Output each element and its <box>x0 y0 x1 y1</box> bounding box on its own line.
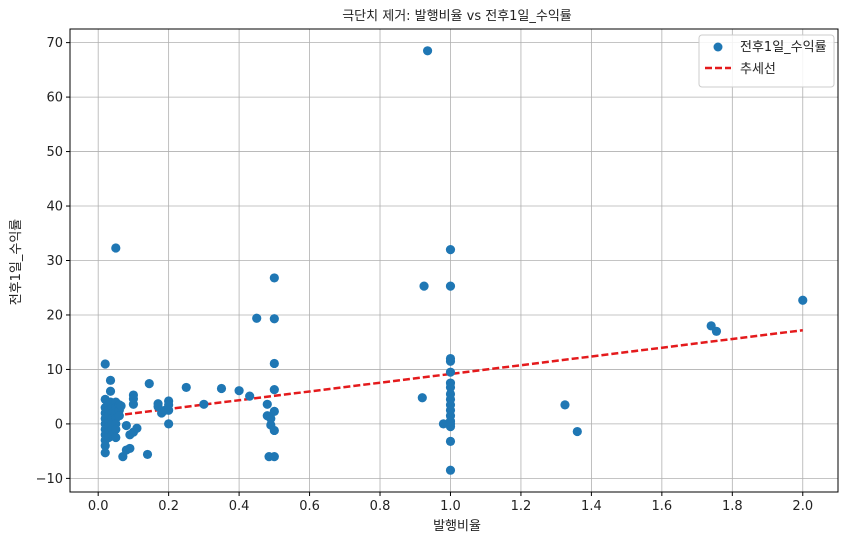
data-point <box>445 422 456 432</box>
x-tick-label: 0.4 <box>229 499 250 514</box>
x-tick-label: 1.6 <box>652 499 673 514</box>
data-point <box>572 426 582 437</box>
data-point <box>105 386 116 396</box>
y-tick-label: −10 <box>36 472 63 487</box>
x-tick-label: 2.0 <box>792 499 813 514</box>
data-point <box>269 451 279 462</box>
data-point <box>445 382 456 393</box>
legend-box <box>698 34 835 88</box>
y-tick-label: 10 <box>46 363 63 378</box>
data-point <box>144 379 154 389</box>
data-point <box>445 281 456 291</box>
x-axis-label: 발행비율 <box>433 518 481 534</box>
data-point <box>269 314 279 324</box>
data-point <box>164 419 174 429</box>
data-point <box>128 399 139 409</box>
data-point <box>252 313 262 323</box>
data-point <box>132 423 142 433</box>
data-point <box>422 46 433 56</box>
x-tick-label: 1.4 <box>581 499 602 514</box>
data-point <box>269 358 279 369</box>
x-tick-label: 1.2 <box>511 499 532 514</box>
data-point <box>125 443 135 454</box>
data-point <box>445 367 456 377</box>
y-axis-ticks: −10 0 10 20 30 40 50 60 70 <box>36 36 70 487</box>
data-point <box>269 273 279 283</box>
data-point <box>438 419 449 429</box>
x-axis-ticks: 0.0 0.2 0.4 0.6 0.8 1.0 1.2 1.4 1.6 1.8 2.0 <box>88 492 813 514</box>
data-point <box>269 406 279 416</box>
x-tick-label: 1.8 <box>722 499 743 514</box>
x-tick-label: 0.8 <box>370 499 391 514</box>
data-point <box>269 384 279 395</box>
legend: 전후1일_수익률 추세선 <box>698 34 835 88</box>
data-point <box>262 399 272 409</box>
data-point <box>798 295 808 305</box>
data-point <box>419 281 429 291</box>
x-tick-label: 0.2 <box>158 499 179 514</box>
data-point <box>121 420 131 431</box>
x-tick-label: 1.0 <box>440 499 461 514</box>
data-points <box>100 46 808 475</box>
data-point <box>234 386 244 396</box>
data-point <box>116 401 126 411</box>
data-point <box>199 399 209 409</box>
data-point <box>111 424 121 434</box>
chart-title: 극단치 제거: 발행비율 vs 전후1일_수익률 <box>342 8 572 24</box>
data-point <box>181 382 191 393</box>
data-point <box>445 465 456 475</box>
data-point <box>100 448 110 458</box>
data-point <box>445 356 456 366</box>
data-point <box>105 375 116 385</box>
y-tick-label: 60 <box>46 91 63 106</box>
legend-label-trend: 추세선 <box>740 62 776 77</box>
y-axis-label: 전후1일_수익률 <box>9 219 24 306</box>
data-point <box>114 411 124 421</box>
x-tick-label: 0.0 <box>88 499 109 514</box>
y-tick-label: 30 <box>46 254 63 269</box>
y-tick-label: 40 <box>46 200 63 215</box>
data-point <box>269 425 279 436</box>
data-point <box>100 441 110 451</box>
x-tick-label: 0.6 <box>299 499 320 514</box>
data-point <box>560 400 570 410</box>
y-tick-label: 70 <box>46 36 63 51</box>
data-point <box>100 359 110 369</box>
legend-marker-scatter <box>713 42 723 52</box>
data-point <box>142 449 153 460</box>
data-point <box>445 436 456 446</box>
data-point <box>245 391 255 401</box>
y-tick-label: 50 <box>46 145 63 160</box>
data-point <box>417 393 427 403</box>
data-point <box>216 383 227 394</box>
data-point <box>266 413 276 424</box>
data-point <box>445 245 456 255</box>
data-point <box>111 432 121 443</box>
y-tick-label: 0 <box>55 417 63 432</box>
y-tick-label: 20 <box>46 308 63 323</box>
data-point <box>111 243 121 253</box>
data-point <box>711 326 722 336</box>
data-point <box>164 405 174 415</box>
legend-label-scatter: 전후1일_수익률 <box>740 40 827 55</box>
